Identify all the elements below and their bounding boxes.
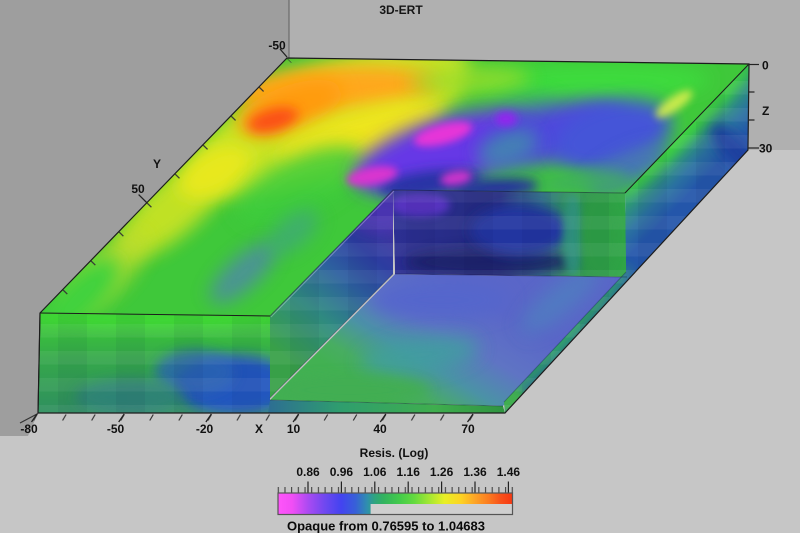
colorbar-opaque-range	[278, 504, 371, 515]
z-tick-label: 30	[759, 142, 773, 156]
colorbar-tick-label: 1.16	[397, 465, 421, 479]
colorbar-tick-label: 1.46	[497, 465, 521, 479]
x-tick-label: -80	[20, 422, 38, 436]
x-axis-minor-ticks	[30, 414, 480, 421]
plot-title: 3D-ERT	[379, 3, 423, 17]
colorbar-tick-label: 0.86	[296, 465, 320, 479]
y-axis-minor-ticks	[50, 58, 293, 308]
x-tick-label: -50	[107, 422, 125, 436]
x-axis: -80 -50 -20 X 10 40 70	[19, 412, 480, 436]
x-axis-major-ticks	[30, 413, 474, 423]
cut-back-wall	[393, 190, 627, 277]
z-axis-title: Z	[762, 104, 769, 118]
z-axis-ticks	[748, 63, 759, 149]
colorbar-tick-label: 1.36	[463, 465, 487, 479]
cut-left-wall	[270, 190, 393, 398]
opacity-note: Opaque from 0.76595 to 1.04683	[287, 519, 485, 533]
y-axis: -50 Y 50	[50, 39, 293, 308]
x-tick-label: 10	[287, 422, 301, 436]
colorbar-minor-ticks	[275, 486, 514, 493]
x-tick-label: -20	[196, 422, 214, 436]
colorbar-title: Resis. (Log)	[360, 446, 429, 460]
x-tick-label: 40	[373, 422, 387, 436]
cut-floor	[270, 274, 627, 406]
y-tick-label: -50	[268, 39, 286, 53]
z-tick-label: 0	[762, 59, 769, 73]
y-axis-major-tick	[279, 48, 288, 58]
back-wall-shading	[289, 0, 800, 150]
x-axis-title: X	[255, 422, 263, 436]
colorbar-tick-label: 1.26	[430, 465, 454, 479]
terrace-front-strip	[268, 400, 505, 413]
colorbar-tick-label: 1.06	[363, 465, 387, 479]
colorbar-border	[277, 492, 514, 516]
x-tick-label: 70	[461, 422, 475, 436]
colorbar-major-ticks	[307, 481, 509, 493]
colorbar-gradient-top	[278, 493, 513, 504]
colorbar-tick-label: 0.96	[330, 465, 354, 479]
front-face	[38, 313, 270, 413]
colorbar-legend: Resis. (Log) 0.86 0.96 1.06 1.16 1.26 1.…	[275, 446, 521, 533]
left-wall-shading	[0, 0, 289, 436]
y-axis-major-tick	[138, 194, 148, 204]
z-axis: 0 Z 30	[748, 59, 773, 156]
y-tick-label: 50	[131, 182, 145, 196]
colorbar-transparent-range	[278, 504, 513, 515]
y-axis-title: Y	[153, 157, 161, 171]
